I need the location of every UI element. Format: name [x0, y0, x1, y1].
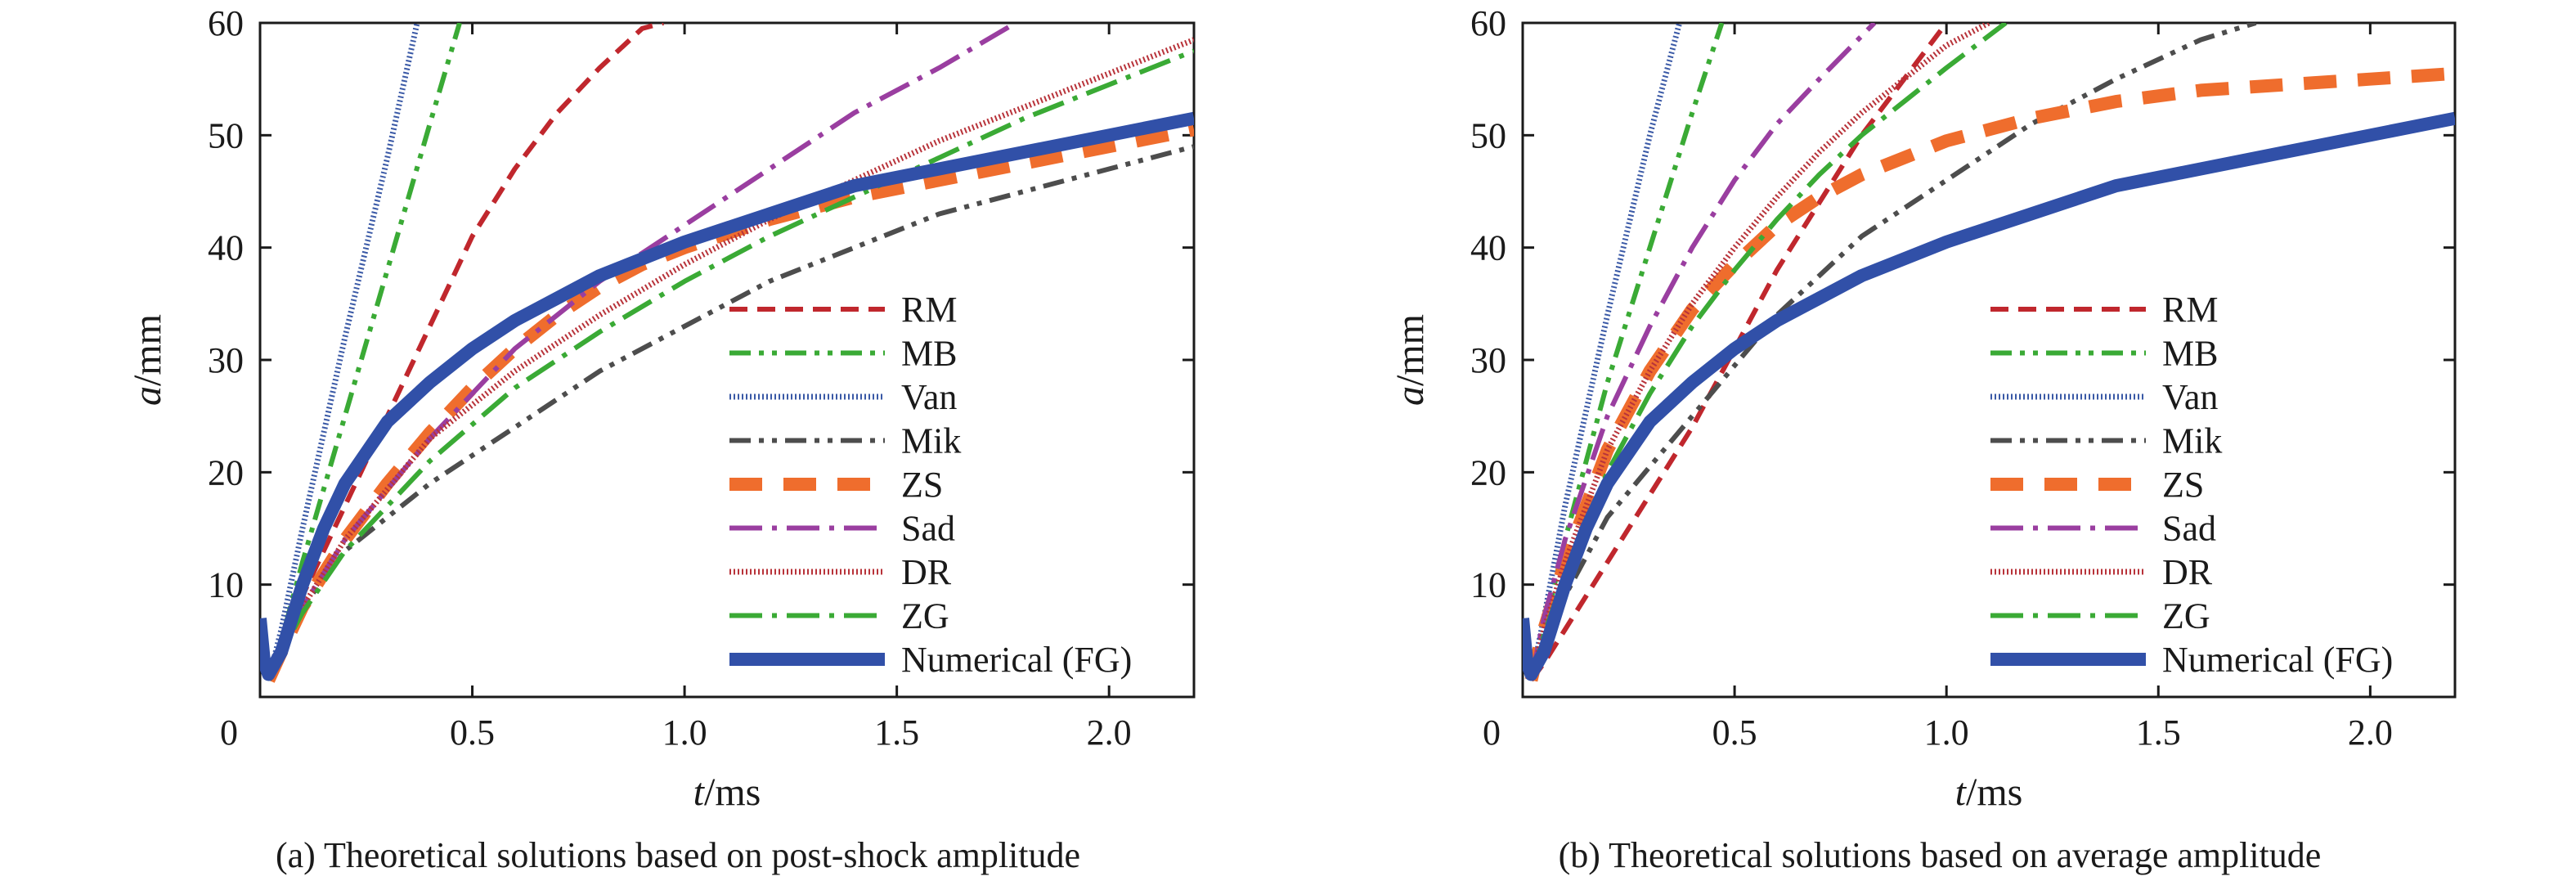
x-tick-label: 1.0 — [1924, 712, 1969, 753]
y-axis-variable: a — [1389, 386, 1432, 406]
x-tick-label: 1.5 — [874, 712, 919, 753]
y-axis-title: a/mm — [1389, 314, 1432, 406]
legend-label: RM — [901, 290, 957, 330]
legend-label: Mik — [2162, 421, 2222, 461]
legend-label: Numerical (FG) — [901, 640, 1132, 680]
x-tick-label: 2.0 — [1087, 712, 1132, 753]
y-axis-title: a/mm — [126, 314, 169, 406]
y-tick-label: 40 — [208, 228, 244, 268]
series-line-zg — [1528, 23, 2008, 681]
series-line-mik — [266, 144, 1194, 681]
series-line-sad — [1528, 23, 1877, 681]
legend-label: Sad — [901, 509, 955, 549]
y-tick-label: 60 — [1470, 3, 1506, 43]
panel-caption: (a) Theoretical solutions based on post-… — [276, 835, 1080, 875]
legend-label: Sad — [2162, 509, 2216, 549]
panel-caption: (b) Theoretical solutions based on avera… — [1559, 835, 2322, 875]
legend-label: Mik — [901, 421, 961, 461]
y-tick-label: 30 — [208, 340, 244, 380]
series-curves — [1523, 23, 2455, 682]
legend-label: ZS — [2162, 465, 2204, 505]
series-line-rm — [1529, 23, 1949, 682]
legend-label: DR — [901, 552, 952, 592]
legend-label: ZG — [901, 596, 949, 636]
series-line-numerical-fg — [260, 111, 1194, 681]
y-tick-label: 50 — [1470, 115, 1506, 155]
y-tick-label: 20 — [208, 452, 244, 492]
x-tick-label: 2.0 — [2348, 712, 2393, 753]
x-tick-label: 0.5 — [1712, 712, 1757, 753]
plot-frame — [258, 21, 1196, 699]
origin-label: 0 — [1483, 712, 1501, 753]
series-line-zg — [266, 48, 1194, 681]
chart-panel-b: 0.5 1.0 1.5 2.0 0 10 20 30 40 50 60 t/ms a/mm (b) The… — [1389, 3, 2457, 875]
y-tick-label: 10 — [208, 565, 244, 605]
series-line-mb — [1528, 23, 1725, 681]
series-line-dr — [1528, 23, 1990, 681]
legend-label: DR — [2162, 552, 2213, 592]
x-axis-unit: /ms — [704, 771, 761, 814]
y-tick-label: 30 — [1470, 340, 1506, 380]
x-tick-label: 0.5 — [450, 712, 495, 753]
legend-label: Van — [2162, 377, 2218, 417]
chart-panel-a: 0.5 1.0 1.5 2.0 0 10 20 30 40 50 60 t/ms a/mm (a) The… — [126, 3, 1196, 875]
origin-label: 0 — [220, 712, 238, 753]
legend-label: MB — [901, 334, 957, 374]
legend-label: Numerical (FG) — [2162, 640, 2393, 680]
x-tick-label: 1.0 — [662, 712, 707, 753]
series-line-mik — [1528, 23, 2257, 681]
x-axis-unit: /ms — [1966, 771, 2022, 814]
y-tick-label: 50 — [208, 115, 244, 155]
series-line-dr — [266, 37, 1194, 681]
legend-label: MB — [2162, 334, 2218, 374]
legend-label: ZS — [901, 465, 943, 505]
series-line-zs — [1524, 66, 2455, 682]
series-line-van — [1528, 23, 1683, 681]
x-axis-title: t/ms — [693, 771, 761, 814]
series-line-van — [266, 23, 420, 681]
series-line-zs — [263, 123, 1194, 683]
y-tick-label: 60 — [208, 3, 244, 43]
legend-label: Van — [901, 377, 957, 417]
y-axis-unit: /mm — [126, 314, 169, 386]
series-curves — [260, 23, 1194, 683]
x-axis-variable: t — [693, 771, 706, 814]
x-axis-title: t/ms — [1955, 771, 2023, 814]
y-axis-variable: a — [126, 386, 169, 406]
y-axis-unit: /mm — [1389, 314, 1432, 386]
y-tick-label: 10 — [1470, 565, 1506, 605]
series-line-numerical-fg — [1523, 111, 2455, 681]
x-tick-label: 1.5 — [2136, 712, 2181, 753]
y-tick-label: 40 — [1470, 228, 1506, 268]
legend-label: RM — [2162, 290, 2218, 330]
x-axis-variable: t — [1955, 771, 1968, 814]
legend-label: ZG — [2162, 596, 2210, 636]
series-line-rm — [266, 23, 664, 681]
y-tick-label: 20 — [1470, 452, 1506, 492]
